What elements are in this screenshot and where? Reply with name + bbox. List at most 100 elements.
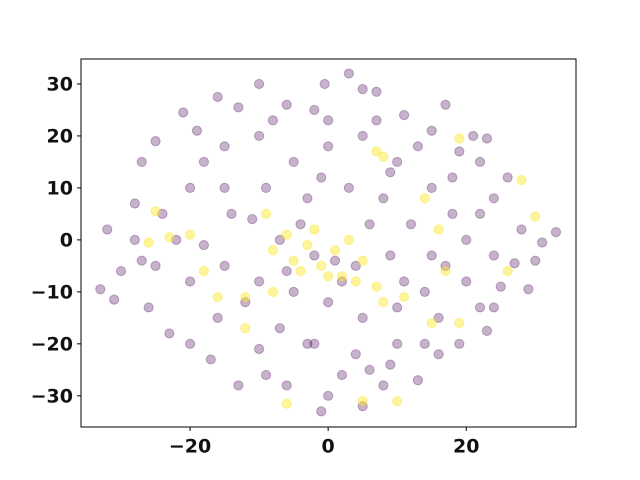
point (392, 156, 403, 168)
point (115, 265, 127, 277)
point (329, 255, 341, 266)
point (371, 115, 382, 126)
point (502, 265, 513, 277)
point (233, 380, 244, 391)
point (336, 369, 348, 381)
point (550, 226, 562, 238)
point (343, 68, 354, 79)
point (247, 213, 258, 225)
point (419, 286, 430, 297)
y-tick-label: 30 (47, 73, 73, 95)
point (309, 224, 320, 235)
point (468, 130, 479, 142)
point (516, 175, 527, 186)
point (329, 245, 341, 256)
point (150, 206, 161, 217)
point (164, 328, 175, 339)
point (398, 291, 410, 303)
point (212, 291, 223, 303)
point (433, 349, 444, 360)
point (198, 239, 209, 251)
point (129, 198, 140, 209)
point (316, 406, 327, 417)
point (240, 297, 251, 308)
point (357, 401, 368, 412)
point (488, 250, 499, 261)
point (184, 229, 196, 240)
point (171, 234, 182, 245)
point (412, 375, 424, 386)
point (385, 359, 396, 370)
point (523, 284, 534, 295)
point (447, 172, 458, 183)
point (323, 141, 334, 152)
point (198, 265, 209, 277)
point (474, 156, 486, 168)
point (357, 255, 368, 266)
point (254, 343, 265, 355)
point (309, 338, 320, 349)
point (364, 364, 375, 375)
point (184, 182, 196, 194)
point (392, 302, 403, 313)
x-tick-label: 0 (322, 436, 335, 458)
point (281, 229, 292, 240)
point (295, 265, 306, 277)
x-tick-label: 20 (453, 436, 479, 458)
point (378, 151, 389, 162)
point (219, 182, 230, 194)
point (102, 224, 113, 235)
point (143, 302, 154, 313)
point (302, 239, 313, 251)
point (281, 380, 292, 391)
point (426, 317, 437, 329)
point (164, 232, 175, 243)
point (295, 219, 306, 230)
point (150, 260, 161, 271)
point (323, 297, 334, 308)
point (136, 156, 147, 168)
point (323, 115, 334, 126)
point (530, 211, 541, 222)
point (474, 208, 486, 219)
point (398, 276, 410, 287)
point (481, 133, 493, 144)
point (281, 265, 292, 277)
point (474, 302, 486, 313)
point (319, 78, 330, 90)
point (212, 312, 223, 323)
point (461, 234, 472, 245)
point (143, 237, 154, 248)
point (412, 141, 424, 152)
point (454, 338, 465, 349)
point (212, 91, 223, 103)
point (288, 286, 299, 297)
point (488, 302, 499, 313)
point (288, 255, 299, 266)
point (378, 193, 389, 204)
point (178, 107, 189, 118)
point (219, 260, 230, 271)
point (357, 84, 368, 95)
point (240, 323, 251, 334)
point (309, 250, 320, 261)
point (267, 286, 279, 297)
point (136, 255, 147, 266)
point (426, 250, 437, 261)
point (371, 86, 382, 97)
point (440, 99, 451, 110)
point (537, 237, 548, 248)
point (336, 271, 348, 282)
y-tick-label: 20 (47, 125, 73, 147)
point (398, 110, 410, 121)
point (516, 224, 527, 235)
point (371, 146, 382, 157)
point (288, 156, 299, 168)
point (509, 258, 520, 269)
point (481, 325, 493, 336)
point (350, 276, 361, 287)
point (260, 182, 272, 194)
x-tick-label: −20 (169, 436, 211, 458)
point (364, 219, 375, 230)
point (281, 99, 292, 110)
